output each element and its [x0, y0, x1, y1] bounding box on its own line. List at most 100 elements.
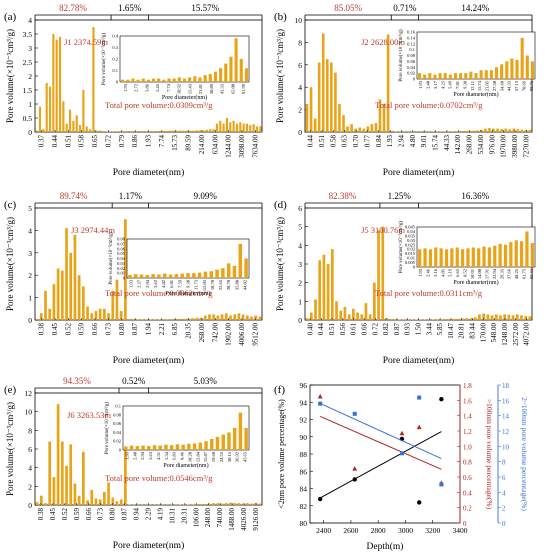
- panel-2-inset-ytick-2: 0.02: [117, 266, 125, 271]
- panel-4-bar-5: [56, 404, 60, 505]
- panel-3-inset-bar-2: [428, 249, 433, 267]
- panel-3-bar-6: [330, 249, 334, 320]
- panel-3-bar-2: [314, 299, 317, 320]
- panel-0-bar-9: [65, 123, 68, 132]
- panel-1-bar-51: [512, 128, 516, 132]
- panel-f-xtick-5: 3400: [453, 526, 468, 535]
- panel-0-bar-43: [179, 130, 182, 132]
- panel-3-bar-31: [436, 319, 439, 320]
- panel-3-bar-20: [389, 319, 393, 320]
- panel-2-bar-13: [90, 313, 94, 320]
- panel-f-xtick-4: 3200: [425, 526, 440, 535]
- panel-2-inset-bar-3: [145, 275, 150, 278]
- panel-1-inset-xtick-9: 21.05: [485, 80, 490, 91]
- panel-f-series-2-point-3: [417, 395, 422, 400]
- panel-3-inset-ylabel: Pore volume(×10⁻³cm³/g): [398, 221, 404, 274]
- panel-1-bar-42: [475, 130, 479, 132]
- panel-1-bar-18: [378, 99, 382, 132]
- panel-0-bar-29: [132, 131, 135, 132]
- panel-3-bar-28: [423, 319, 427, 320]
- panel-1-xtick-label-9: 4.80: [409, 135, 417, 148]
- panel-2-xtick-label-3: 0.59: [78, 323, 86, 336]
- panel-1-bar-5: [325, 59, 329, 133]
- panel-4-bar-7: [65, 465, 68, 505]
- panel-f-series-2-point-4: [439, 482, 444, 487]
- panel-4-bar-0: [35, 502, 39, 505]
- panel-2-inset-xtick-5: 6.01: [169, 280, 174, 288]
- panel-2-inset-bar-14: [209, 271, 213, 278]
- panel-2-bar-11: [81, 286, 85, 320]
- panel-1-ytick-label-2: 4: [298, 83, 302, 92]
- panel-0-xtick-label-2: 0.51: [64, 135, 72, 148]
- panel-1-xtick-label-8: 2.94: [397, 135, 405, 148]
- panel-f-ytick-right2-5: 10: [502, 443, 510, 451]
- panel-2-inset-bar-5: [157, 274, 161, 278]
- panel-4-inset-xtick-13: 30.15: [227, 451, 232, 462]
- panel-3-inset-xtick-4: 5.19: [448, 268, 453, 277]
- panel-2-inset-frame: [126, 238, 250, 279]
- panel-0-bar-33: [145, 131, 148, 132]
- panel-4-bar-43: [216, 503, 220, 505]
- panel-2-inset-xtick-14: 44.82: [242, 280, 247, 290]
- panel-2-bar-12: [86, 306, 89, 320]
- panel-0-xtick-label-1: 0.44: [51, 135, 59, 148]
- panel-1-inset-bar-10: [469, 71, 473, 79]
- panel-4-inset-bar-12: [192, 443, 197, 450]
- panel-0-bar-20: [102, 131, 105, 132]
- panel-3-bar-24: [406, 319, 410, 320]
- panel-4-bar-39: [199, 504, 203, 505]
- panel-3-inset-bar-11: [477, 248, 481, 267]
- panel-3-inset-ytick-1: 0.005: [405, 260, 416, 265]
- panel-0-inset-bar-7: [157, 78, 161, 82]
- panel-1-xtick-label-12: 44.33: [443, 135, 451, 151]
- panel-4-xtick-label-1: 0.45: [49, 508, 57, 521]
- panel-0-inset-frame: [119, 35, 250, 83]
- panel-2-inset-bar-7: [168, 274, 173, 278]
- panel-1-inset-bar-3: [433, 74, 437, 79]
- panel-2-inset-ytick-0: 0: [123, 276, 126, 281]
- panel-4-inset-ylabel: Pore volume(×10⁻³cm³/g): [104, 402, 110, 455]
- panel-3-inset-bar-21: [530, 243, 534, 267]
- panel-f-ytick-left-2: 84: [300, 485, 308, 494]
- panel-3-bar-45: [494, 314, 498, 320]
- panel-4-inset-bar-20: [238, 412, 243, 450]
- panel-0-inset-bar-17: [208, 73, 212, 82]
- panel-4-bar-21: [124, 432, 127, 505]
- panel-3-bar-8: [339, 310, 343, 320]
- panel-4-percent-2: 5.03%: [194, 376, 218, 386]
- panel-1-bar-15: [366, 126, 370, 132]
- panel-f-series-2-point-1: [352, 411, 357, 416]
- panel-2-bar-35: [182, 318, 186, 320]
- panel-3-bar-48: [507, 314, 511, 320]
- panel-3-bar-26: [415, 319, 418, 320]
- panel-3-inset-xtick-13: 48.25: [514, 268, 519, 279]
- panel-1-inset-bar-0: [418, 73, 422, 79]
- panel-0-bar-67: [259, 126, 262, 132]
- panel-2-bar-23: [132, 319, 136, 320]
- panel-0-bar-12: [75, 115, 78, 132]
- panel-3-bar-25: [410, 319, 414, 320]
- panel-2-bar-48: [237, 313, 241, 320]
- panel-1-bar-39: [463, 130, 467, 132]
- panel-0-inset-bar-1: [126, 79, 130, 82]
- panel-0-bar-2: [42, 129, 45, 132]
- panel-0-bar-61: [239, 122, 242, 132]
- panel-f-ytick-right1-8: 1.6: [463, 397, 472, 405]
- panel-4-inset-bar-18: [227, 432, 231, 450]
- panel-4-inset-bar-6: [158, 445, 162, 450]
- panel-0-bar-56: [222, 123, 225, 132]
- panel-0-bar-31: [139, 131, 142, 132]
- panel-0-bar-54: [215, 123, 219, 132]
- panel-3-bar-34: [448, 319, 452, 320]
- panel-1-inset-xtick-5: 7.01: [455, 81, 460, 89]
- panel-0-inset-xtick-8: 30.89: [209, 83, 214, 94]
- panel-0-inset-xtick-9: 43.33: [220, 83, 225, 94]
- panel-4-xtick-label-8: 0.94: [133, 508, 141, 521]
- panel-3-bar-23: [402, 319, 406, 320]
- panel-3-bar-46: [499, 315, 502, 320]
- panel-1-inset-xtick-7: 12.11: [470, 81, 475, 91]
- panel-f-ytick-right2-9: 18: [502, 382, 510, 390]
- panel-f-ytick-right1-2: 0.4: [463, 489, 472, 497]
- panel-0-bar-42: [175, 130, 178, 132]
